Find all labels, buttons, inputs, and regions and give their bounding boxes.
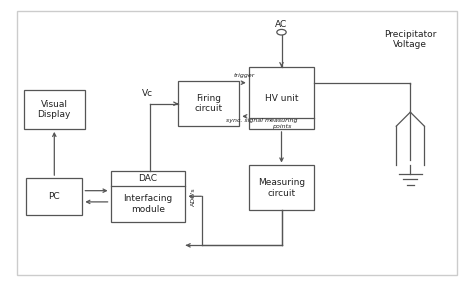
Text: AC: AC [275, 20, 288, 29]
FancyBboxPatch shape [17, 11, 457, 275]
FancyBboxPatch shape [178, 81, 239, 126]
FancyBboxPatch shape [110, 171, 185, 222]
Text: HV unit: HV unit [265, 94, 298, 103]
FancyBboxPatch shape [249, 67, 314, 129]
Text: Measuring
circuit: Measuring circuit [258, 178, 305, 198]
Text: sync. signal: sync. signal [226, 118, 263, 123]
FancyBboxPatch shape [26, 178, 82, 214]
Text: Firing
circuit: Firing circuit [195, 94, 223, 114]
Text: Precipitator
Voltage: Precipitator Voltage [384, 29, 437, 49]
Text: Vc: Vc [142, 90, 153, 98]
Text: trigger: trigger [233, 74, 255, 78]
FancyBboxPatch shape [24, 90, 85, 129]
Text: PC: PC [48, 192, 60, 201]
Text: measuring
points: measuring points [265, 118, 298, 129]
Text: Visual
Display: Visual Display [37, 100, 71, 119]
Text: DAC: DAC [138, 174, 157, 183]
Text: ADC's: ADC's [191, 187, 196, 206]
Text: Interfacing
module: Interfacing module [123, 194, 173, 214]
FancyBboxPatch shape [249, 165, 314, 210]
